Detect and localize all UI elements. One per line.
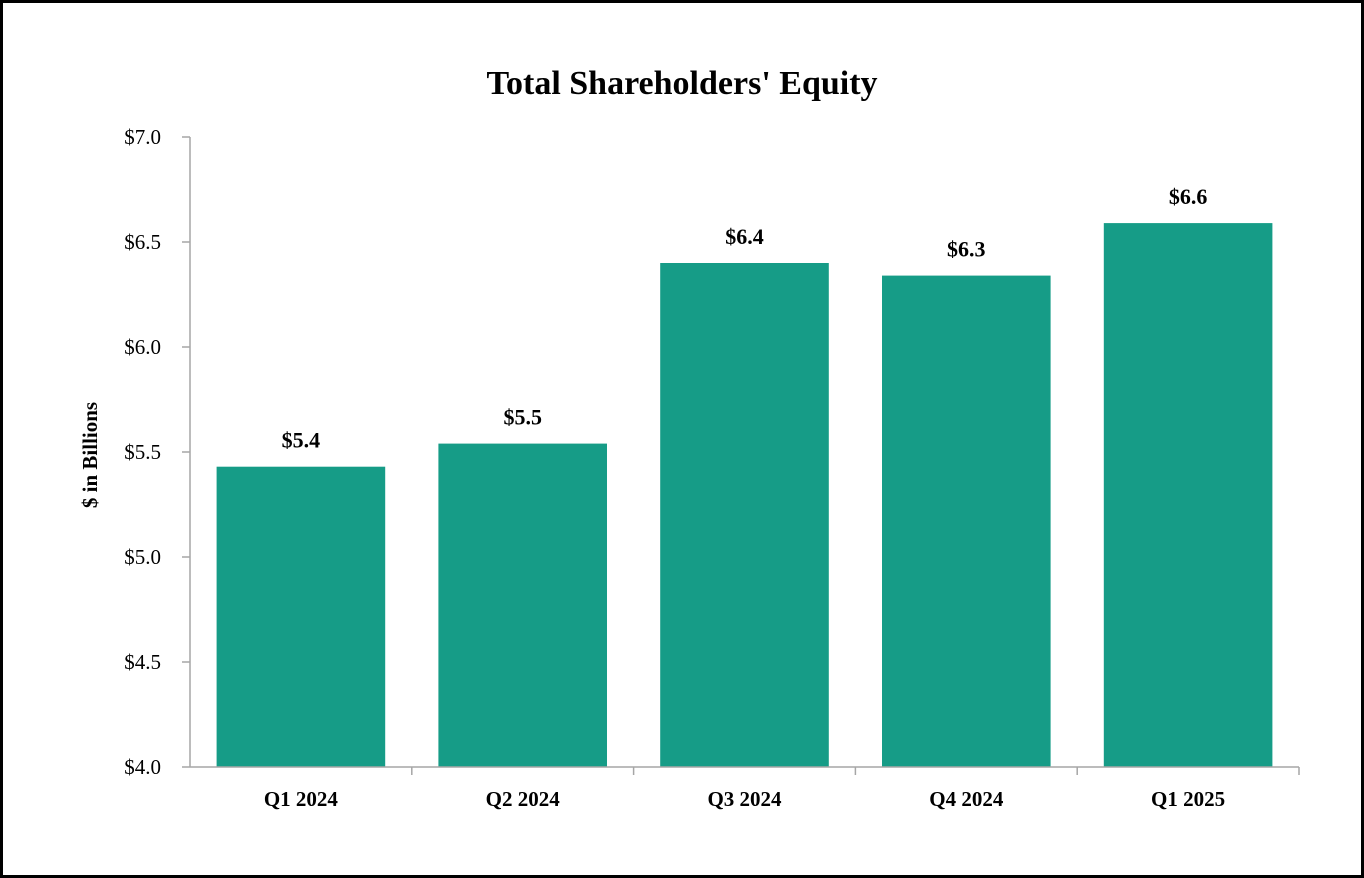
x-tick-label: Q1 2024 (264, 787, 339, 811)
y-tick-label: $5.5 (124, 440, 161, 464)
data-label: $6.3 (947, 237, 986, 262)
y-tick-label: $4.0 (124, 755, 161, 779)
bar-q3-2024 (660, 263, 829, 767)
x-axis: Q1 2024 Q2 2024 Q3 2024 Q4 2024 Q1 2025 (190, 766, 1300, 811)
y-tick-label: $6.0 (124, 335, 161, 359)
chart-title: Total Shareholders' Equity (486, 65, 877, 102)
data-label: $6.4 (725, 224, 764, 249)
x-tick-label: Q2 2024 (486, 787, 561, 811)
bar-q4-2024 (882, 275, 1051, 767)
bars-group (216, 223, 1273, 768)
y-tick-label: $7.0 (124, 125, 161, 149)
y-tick-label: $4.5 (124, 650, 161, 674)
x-tick-label: Q1 2025 (1151, 787, 1225, 811)
y-tick-label: $5.0 (124, 545, 161, 569)
y-axis-label: $ in Billions (78, 402, 102, 508)
bar-q1-2024 (216, 466, 386, 767)
bar-chart: Total Shareholders' Equity $ in Billions… (78, 65, 1300, 811)
x-tick-label: Q4 2024 (929, 787, 1004, 811)
x-tick-label: Q3 2024 (707, 787, 782, 811)
data-label: $6.6 (1169, 184, 1208, 209)
y-axis: $4.0 $4.5 $5.0 $5.5 $6.0 $6.5 $7.0 (124, 125, 191, 779)
data-labels-group: $5.4 $5.5 $6.4 $6.3 $6.6 (282, 184, 1208, 453)
data-label: $5.5 (503, 405, 542, 430)
y-tick-label: $6.5 (124, 230, 161, 254)
data-label: $5.4 (282, 428, 321, 453)
bar-q2-2024 (438, 443, 607, 767)
bar-q1-2025 (1103, 223, 1273, 768)
